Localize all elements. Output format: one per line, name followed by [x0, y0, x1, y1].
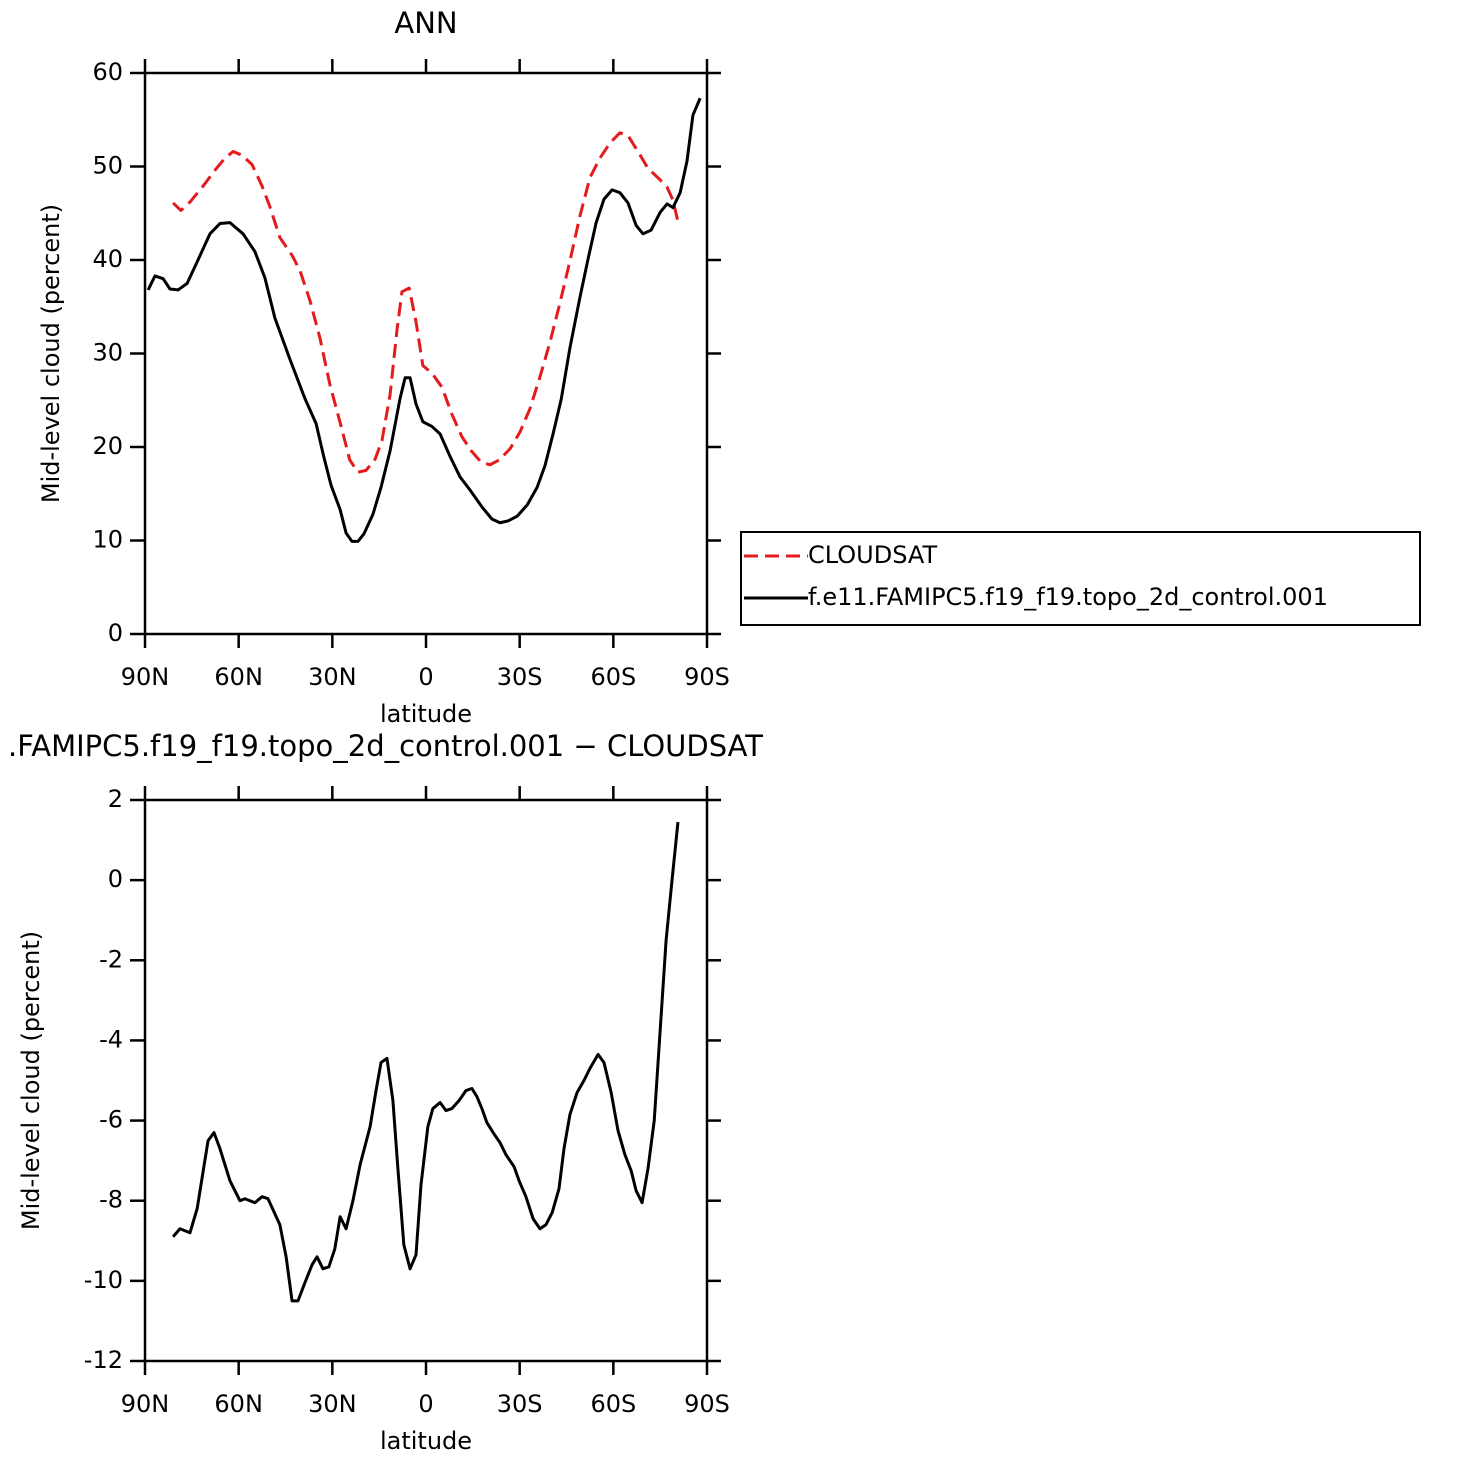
plot-frame	[143, 71, 709, 636]
x-tick-label: 90S	[684, 663, 730, 691]
x-tick-label: 60N	[214, 1390, 263, 1418]
legend-label: f.e11.FAMIPC5.f19_f19.topo_2d_control.00…	[808, 583, 1328, 611]
y-tick-label: -4	[99, 1025, 123, 1053]
x-tick-label: 0	[418, 663, 433, 691]
plot-frame	[143, 798, 709, 1363]
y-tick-label: -6	[99, 1106, 123, 1134]
x-tick-label: 90S	[684, 1390, 730, 1418]
y-tick-label: 60	[92, 58, 123, 86]
data-line	[146, 97, 702, 543]
data-line	[172, 131, 680, 474]
legend-label: CLOUDSAT	[808, 541, 937, 569]
y-axis-label: Mid-level cloud (percent)	[17, 931, 45, 1230]
x-tick-label: 90N	[121, 1390, 170, 1418]
y-tick-label: -10	[84, 1266, 123, 1294]
x-tick-label: 30N	[308, 1390, 357, 1418]
x-axis-label: latitude	[380, 700, 472, 728]
y-tick-label: 40	[92, 245, 123, 273]
data-line	[171, 821, 680, 1303]
y-axis-label: Mid-level cloud (percent)	[37, 204, 65, 503]
y-tick-label: -12	[84, 1346, 123, 1374]
x-tick-label: 30S	[497, 1390, 543, 1418]
y-tick-label: 0	[108, 619, 123, 647]
x-axis-label: latitude	[380, 1427, 472, 1455]
y-tick-label: 50	[92, 152, 123, 180]
x-tick-label: 60S	[590, 663, 636, 691]
y-tick-label: 10	[92, 526, 123, 554]
chart-title: .FAMIPC5.f19_f19.topo_2d_control.001 − C…	[8, 729, 763, 763]
chart-title: ANN	[394, 6, 457, 40]
x-tick-label: 0	[418, 1390, 433, 1418]
x-tick-label: 60N	[214, 663, 263, 691]
y-tick-label: 0	[108, 865, 123, 893]
x-tick-label: 30S	[497, 663, 543, 691]
y-tick-label: 30	[92, 339, 123, 367]
x-tick-label: 60S	[590, 1390, 636, 1418]
y-tick-label: -2	[99, 945, 123, 973]
y-tick-label: 20	[92, 432, 123, 460]
x-tick-label: 90N	[121, 663, 170, 691]
legend-box	[740, 531, 1421, 626]
y-tick-label: -8	[99, 1186, 123, 1214]
y-tick-label: 2	[108, 785, 123, 813]
x-tick-label: 30N	[308, 663, 357, 691]
